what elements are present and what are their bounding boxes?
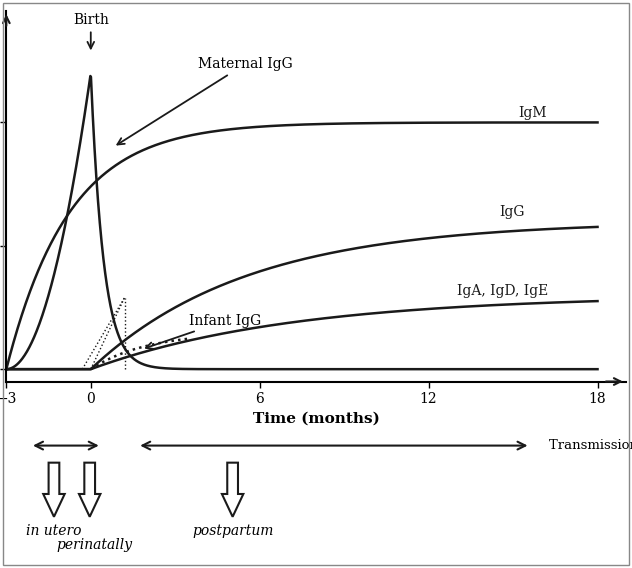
Text: in utero: in utero — [26, 524, 82, 538]
Text: IgG: IgG — [499, 205, 525, 219]
Text: Maternal IgG: Maternal IgG — [118, 57, 293, 144]
Text: IgM: IgM — [519, 106, 547, 120]
Text: perinatally: perinatally — [56, 538, 133, 552]
Text: IgA, IgD, IgE: IgA, IgD, IgE — [457, 284, 548, 298]
Text: postpartum: postpartum — [192, 524, 273, 538]
Text: Infant IgG: Infant IgG — [146, 314, 262, 349]
X-axis label: Time (months): Time (months) — [253, 411, 379, 425]
Text: Transmission stage: Transmission stage — [549, 439, 632, 452]
Text: Birth: Birth — [73, 12, 109, 48]
